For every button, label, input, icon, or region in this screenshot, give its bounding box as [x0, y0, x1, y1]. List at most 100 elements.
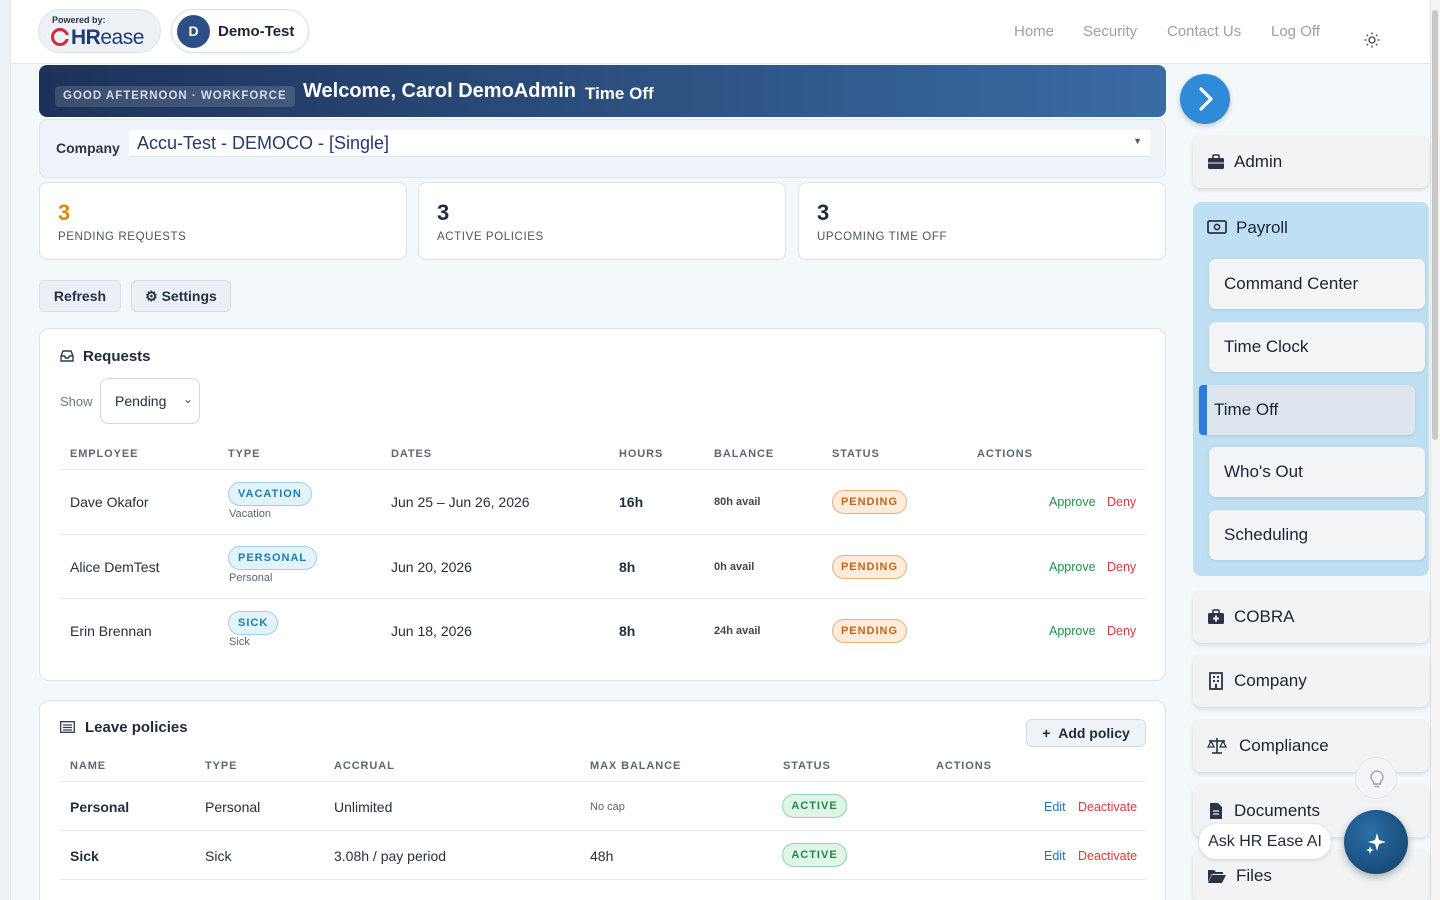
medical-kit-icon — [1208, 609, 1224, 624]
scrollbar-thumb[interactable] — [1432, 10, 1438, 440]
sidebar-group-label[interactable]: Payroll — [1236, 218, 1288, 237]
edit-button[interactable]: Edit — [1044, 849, 1066, 863]
logo-ease: ease — [100, 26, 144, 49]
folder-open-icon — [1208, 870, 1226, 883]
type-badge: SICK — [228, 611, 279, 635]
sidebar-item-label: Command Center — [1224, 274, 1359, 293]
stat-active-policies: 3 ACTIVE POLICIES — [418, 182, 786, 260]
page-scrollbar[interactable] — [1430, 0, 1440, 900]
policy-accrual: Unlimited — [334, 799, 393, 815]
sidebar-item-company[interactable]: Company — [1193, 655, 1429, 707]
edit-button[interactable]: Edit — [1044, 800, 1066, 814]
tenant-switcher[interactable]: D Demo-Test — [171, 9, 309, 53]
sidebar-item-cobra[interactable]: COBRA — [1193, 591, 1429, 643]
col-name: NAME — [70, 760, 106, 772]
approve-button[interactable]: Approve — [1049, 624, 1096, 638]
nav-log-off[interactable]: Log Off — [1271, 23, 1320, 40]
sidebar-item-command-center[interactable]: Command Center — [1209, 259, 1425, 309]
status-filter-value: Pending — [115, 393, 167, 409]
col-hours: HOURS — [619, 448, 664, 460]
sidebar-item-label: Time Clock — [1224, 337, 1309, 356]
sidebar-item-label: Documents — [1234, 801, 1320, 820]
policy-accrual: 3.08h / pay period — [334, 848, 447, 864]
type-badge: VACATION — [228, 482, 312, 506]
stat-value: 3 — [437, 200, 450, 225]
document-icon — [1210, 803, 1222, 819]
stat-upcoming-time-off: 3 UPCOMING TIME OFF — [798, 182, 1166, 260]
sidebar-item-admin[interactable]: Admin — [1193, 136, 1429, 188]
divider — [60, 781, 1146, 782]
sidebar-item-label: Scheduling — [1224, 525, 1309, 544]
request-hours: 16h — [619, 494, 644, 510]
ai-assistant-button[interactable] — [1344, 810, 1408, 874]
plus-icon: + — [1042, 725, 1051, 741]
status-filter-select[interactable]: Pending ⌄ — [100, 378, 200, 424]
briefcase-icon — [1208, 154, 1224, 169]
sidebar-item-whos-out[interactable]: Who's Out — [1209, 447, 1425, 497]
status-badge: ACTIVE — [782, 794, 847, 818]
request-employee: Alice DemTest — [70, 559, 160, 575]
divider — [60, 534, 1146, 535]
deny-button[interactable]: Deny — [1107, 624, 1137, 638]
nav-contact-us[interactable]: Contact Us — [1167, 23, 1242, 40]
sidebar-item-compliance[interactable]: Compliance — [1193, 720, 1429, 772]
tenant-avatar: D — [177, 15, 210, 48]
sidebar-toggle-button[interactable] — [1180, 74, 1230, 124]
stat-value: 3 — [58, 200, 71, 225]
status-badge: PENDING — [832, 619, 907, 643]
divider — [60, 830, 1146, 831]
approve-button[interactable]: Approve — [1049, 560, 1096, 574]
top-bar: Powered by: HRease D Demo-Test Home Secu… — [11, 0, 1430, 64]
request-hours: 8h — [619, 559, 636, 575]
request-balance: 24h avail — [714, 625, 761, 637]
sparkle-icon — [1366, 833, 1386, 854]
sidebar-item-label: COBRA — [1234, 607, 1295, 626]
sidebar-item-label: Files — [1236, 866, 1272, 885]
powered-by-label: Powered by: — [52, 15, 106, 25]
tips-button[interactable] — [1355, 757, 1397, 799]
deny-button[interactable]: Deny — [1107, 560, 1137, 574]
request-dates: Jun 25 – Jun 26, 2026 — [391, 494, 530, 510]
building-icon — [1209, 672, 1223, 690]
policy-type: Sick — [205, 848, 232, 864]
divider — [60, 598, 1146, 599]
sidebar-item-scheduling[interactable]: Scheduling — [1209, 510, 1425, 560]
sidebar-item-label: Compliance — [1239, 736, 1329, 755]
brand-badge[interactable]: Powered by: HRease — [38, 9, 161, 53]
refresh-button[interactable]: Refresh — [39, 280, 121, 312]
col-employee: EMPLOYEE — [70, 448, 139, 460]
company-select[interactable]: Accu-Test - DEMOCO - [Single] ▼ — [129, 130, 1150, 157]
stat-pending-requests: 3 PENDING REQUESTS — [39, 182, 407, 260]
request-dates: Jun 20, 2026 — [391, 559, 472, 575]
nav-security[interactable]: Security — [1083, 23, 1138, 40]
nav-home[interactable]: Home — [1014, 23, 1055, 40]
chevron-right-icon — [1199, 87, 1213, 111]
deactivate-button[interactable]: Deactivate — [1078, 849, 1138, 863]
list-icon — [60, 721, 75, 733]
sidebar-item-time-clock[interactable]: Time Clock — [1209, 322, 1425, 372]
type-subtext: Vacation — [229, 508, 271, 520]
deactivate-button[interactable]: Deactivate — [1078, 800, 1138, 814]
deny-button[interactable]: Deny — [1107, 495, 1137, 509]
sidebar-item-time-off[interactable]: Time Off — [1199, 385, 1415, 435]
policy-name: Sick — [70, 848, 99, 864]
page-title: Time Off — [585, 84, 654, 103]
chevron-down-icon: ⌄ — [182, 392, 193, 406]
col-accrual: ACCRUAL — [334, 760, 395, 772]
add-policy-button[interactable]: + Add policy — [1026, 719, 1146, 747]
policy-type: Personal — [205, 799, 261, 815]
theme-toggle-sun-icon[interactable] — [1364, 32, 1380, 48]
leave-policies-title: Leave policies — [85, 719, 188, 736]
ask-ai-label[interactable]: Ask HR Ease AI — [1199, 824, 1331, 859]
col-type: TYPE — [205, 760, 238, 772]
col-actions: ACTIONS — [977, 448, 1033, 460]
request-hours: 8h — [619, 623, 636, 639]
settings-button[interactable]: ⚙ Settings — [131, 280, 231, 312]
approve-button[interactable]: Approve — [1049, 495, 1096, 509]
requests-title: Requests — [83, 348, 151, 365]
logo-mark-icon — [51, 28, 70, 46]
divider — [60, 879, 1146, 880]
type-badge: PERSONAL — [228, 546, 318, 570]
show-label: Show — [60, 394, 93, 409]
type-subtext: Personal — [229, 572, 273, 584]
